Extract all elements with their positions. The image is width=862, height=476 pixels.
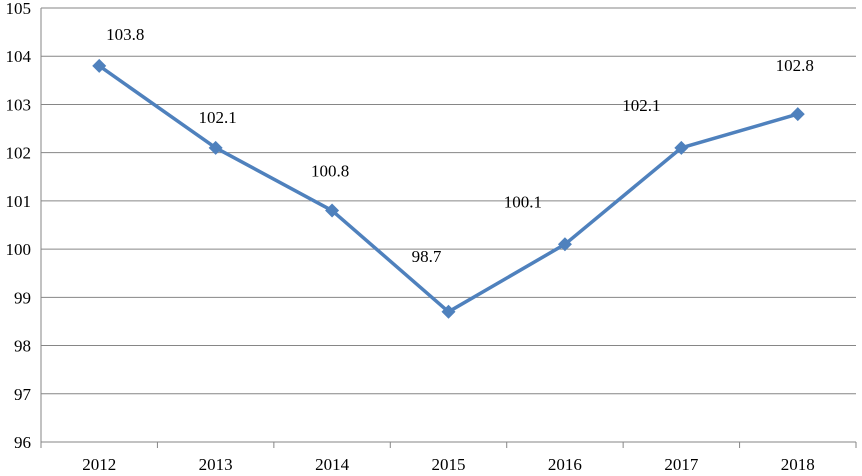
data-label: 102.1 [622, 96, 660, 115]
data-point-marker [325, 203, 340, 218]
y-tick-label: 99 [14, 288, 31, 307]
y-tick-label: 100 [6, 240, 32, 259]
data-point-marker [557, 237, 572, 252]
data-point-marker [441, 304, 456, 319]
data-label: 102.8 [776, 56, 814, 75]
x-tick-label: 2016 [548, 455, 582, 474]
y-tick-label: 102 [6, 144, 32, 163]
x-tick-label: 2015 [432, 455, 466, 474]
x-tick-label: 2018 [781, 455, 815, 474]
x-tick-label: 2014 [315, 455, 350, 474]
data-point-marker [790, 107, 805, 122]
data-point-marker [92, 58, 107, 73]
x-tick-label: 2012 [82, 455, 116, 474]
y-tick-label: 96 [14, 433, 31, 452]
x-tick-label: 2017 [664, 455, 699, 474]
data-label: 103.8 [106, 25, 144, 44]
data-label: 98.7 [412, 247, 442, 266]
series-line [98, 64, 799, 314]
data-label: 102.1 [199, 108, 237, 127]
x-axis-tick-labels: 2012 2013 2014 2015 2016 2017 2018 [82, 455, 815, 474]
y-tick-label: 104 [6, 47, 32, 66]
series-group [92, 58, 805, 319]
data-point-marker [208, 140, 223, 155]
data-labels: 103.8 102.1 100.8 98.7 100.1 102.1 102.8 [106, 25, 814, 266]
y-tick-label: 98 [14, 337, 31, 356]
y-tick-label: 97 [14, 385, 32, 404]
axes [40, 8, 857, 448]
y-axis-tick-labels: 96 97 98 99 100 101 102 103 104 105 [6, 0, 32, 452]
data-label: 100.1 [504, 192, 542, 211]
y-tick-label: 103 [6, 95, 32, 114]
y-tick-label: 105 [6, 0, 32, 18]
gridlines [41, 7, 856, 395]
x-tick-label: 2013 [199, 455, 233, 474]
data-point-marker [674, 140, 689, 155]
data-label: 100.8 [311, 162, 349, 181]
y-tick-label: 101 [6, 192, 32, 211]
